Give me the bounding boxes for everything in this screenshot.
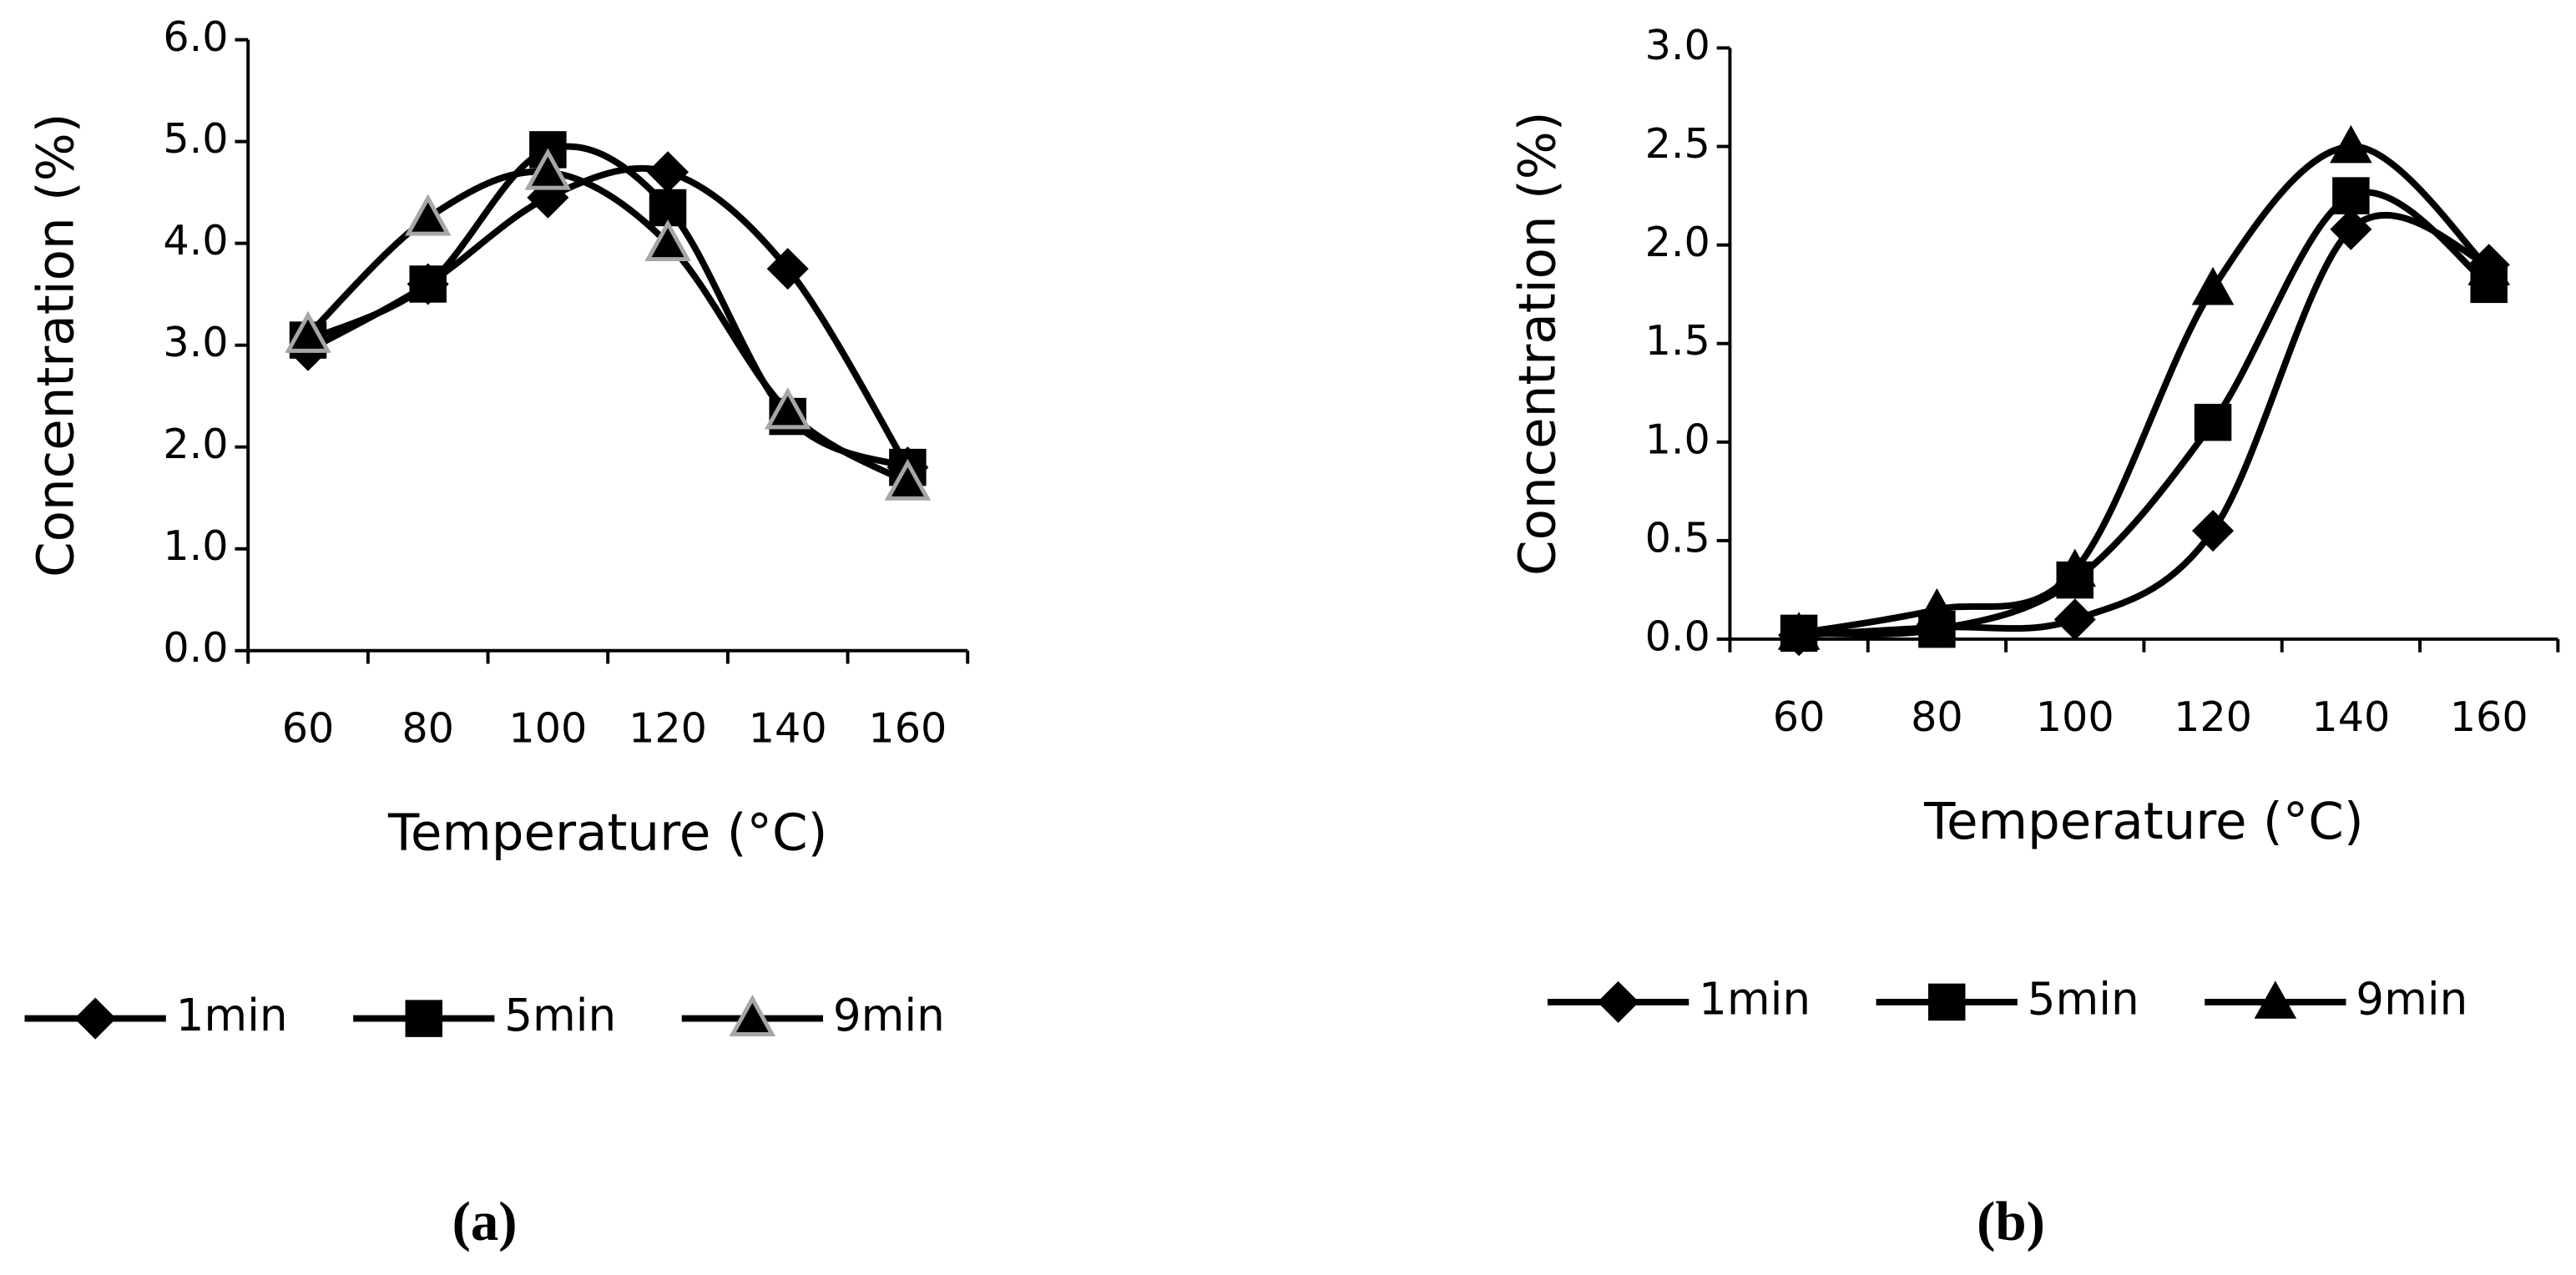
data-point <box>766 248 809 290</box>
series-line <box>1798 143 2492 637</box>
legend-marker <box>405 1000 443 1037</box>
legend-marker <box>1597 980 1639 1023</box>
data-point <box>647 151 689 194</box>
y-tick-label: 3.0 <box>163 318 228 366</box>
y-tick-label: 2.0 <box>1645 218 1710 266</box>
data-point <box>2332 177 2370 214</box>
data-point <box>2467 247 2510 285</box>
data-point <box>2192 510 2235 552</box>
data-point <box>524 148 572 190</box>
data-point <box>1777 612 1821 650</box>
legend-label: 1min <box>1699 974 1811 1026</box>
x-tick-label: 160 <box>868 704 947 753</box>
data-point <box>2191 266 2235 305</box>
x-tick-label: 100 <box>2036 693 2114 741</box>
series-line <box>306 164 911 470</box>
x-tick-label: 140 <box>2311 693 2390 741</box>
y-tick-label: 1.5 <box>1645 316 1710 365</box>
x-tick-label: 120 <box>629 704 707 753</box>
y-tick-label: 0.0 <box>1645 612 1710 660</box>
y-tick-label: 3.0 <box>1645 21 1710 69</box>
data-point <box>644 219 691 262</box>
y-tick-label: 1.0 <box>163 522 228 570</box>
legend-marker <box>2254 980 2297 1019</box>
data-point <box>2330 208 2372 250</box>
y-tick-label: 0.5 <box>1645 513 1710 562</box>
legend-label: 5min <box>2028 974 2139 1026</box>
x-tick-label: 160 <box>2450 693 2528 741</box>
legend-marker <box>729 994 776 1036</box>
x-tick-label: 80 <box>1911 693 1963 741</box>
x-tick-label: 140 <box>749 704 827 753</box>
y-tick-label: 1.0 <box>1645 415 1710 463</box>
y-tick-label: 4.0 <box>163 216 228 265</box>
series-line <box>306 168 910 486</box>
y-tick-label: 0.0 <box>163 623 228 672</box>
series-line <box>1798 189 2491 638</box>
panel-label: (a) <box>452 1191 518 1252</box>
y-tick-label: 6.0 <box>163 13 228 61</box>
legend-marker <box>74 997 117 1040</box>
x-axis-title: Temperature (°C) <box>1923 792 2363 851</box>
x-tick-label: 80 <box>402 704 454 753</box>
data-point <box>884 458 932 501</box>
series-line <box>1798 212 2491 639</box>
legend-label: 9min <box>2356 974 2467 1026</box>
legend-label: 1min <box>176 990 288 1041</box>
data-point <box>404 194 452 236</box>
y-tick-label: 2.0 <box>163 420 228 468</box>
y-axis-title: Concentration (%) <box>26 113 85 577</box>
x-tick-label: 100 <box>508 704 587 753</box>
data-point <box>2194 403 2232 441</box>
legend-marker <box>1927 983 1966 1021</box>
legend-label: 9min <box>833 990 945 1041</box>
x-tick-label: 60 <box>1773 693 1826 741</box>
y-axis-title: Concentration (%) <box>1508 111 1568 575</box>
data-point <box>764 387 811 430</box>
legend-label: 5min <box>504 990 616 1041</box>
data-point <box>2330 124 2372 164</box>
data-point <box>2053 548 2097 587</box>
data-point <box>1916 587 1958 627</box>
y-tick-label: 5.0 <box>163 114 228 163</box>
y-tick-label: 2.5 <box>1645 119 1710 168</box>
x-tick-label: 120 <box>2174 693 2252 741</box>
panel-label: (b) <box>1977 1191 2045 1252</box>
x-tick-label: 60 <box>282 704 335 753</box>
data-point <box>2053 598 2096 641</box>
x-axis-title: Temperature (°C) <box>387 804 827 863</box>
data-point <box>409 265 447 303</box>
data-point <box>285 310 331 353</box>
